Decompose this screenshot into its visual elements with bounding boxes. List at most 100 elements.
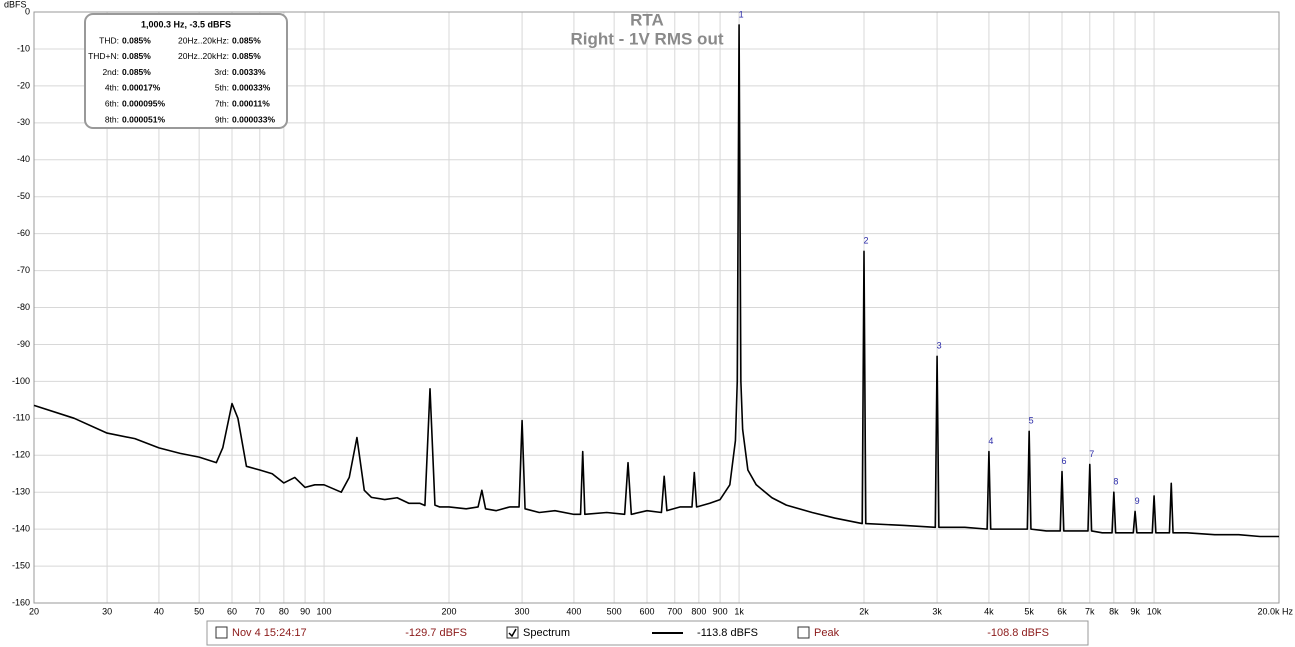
x-tick-label: 600 <box>639 606 654 616</box>
harmonic-label: 8 <box>1113 477 1118 487</box>
info-label: 9th: <box>215 114 229 124</box>
harmonic-label: 3 <box>937 341 942 351</box>
harmonic-label: 9 <box>1135 496 1140 506</box>
harmonic-label: 4 <box>988 436 993 446</box>
y-axis-label: dBFS <box>4 0 27 9</box>
x-tick-label: 70 <box>255 606 265 616</box>
y-tick-label: -10 <box>17 43 30 53</box>
info-label: 20Hz..20kHz: <box>178 35 229 45</box>
x-tick-label: 10k <box>1147 606 1162 616</box>
legend-reading: -113.8 dBFS <box>697 627 758 639</box>
info-box: 1,000.3 Hz, -3.5 dBFS THD: 0.085% 20Hz..20… <box>84 13 288 129</box>
x-tick-label: 1k <box>734 606 744 616</box>
info-value: 0.00011% <box>232 98 270 108</box>
y-tick-label: -70 <box>17 265 30 275</box>
x-tick-label: 800 <box>691 606 706 616</box>
x-tick-label: 30 <box>102 606 112 616</box>
x-tick-label: 20 <box>29 606 39 616</box>
legend-checkbox[interactable] <box>506 626 519 639</box>
spectrum-line <box>33 24 1279 538</box>
x-tick-label: 3k <box>932 606 942 616</box>
info-label: 6th: <box>105 98 119 108</box>
y-tick-label: -50 <box>17 191 30 201</box>
y-tick-label: -60 <box>17 228 30 238</box>
harmonic-label: 6 <box>1061 456 1066 466</box>
info-value: 0.085% <box>232 51 261 61</box>
y-tick-label: -160 <box>12 597 30 607</box>
checkbox-check <box>508 628 517 638</box>
x-tick-label: 8k <box>1109 606 1119 616</box>
y-tick-label: -30 <box>17 117 30 127</box>
y-tick-label: -20 <box>17 80 30 90</box>
info-value: 0.000095% <box>122 98 165 108</box>
info-value: 0.085% <box>232 35 261 45</box>
info-label: 3rd: <box>214 67 229 77</box>
x-tick-label: 90 <box>300 606 310 616</box>
x-tick-label: 300 <box>515 606 530 616</box>
harmonic-label: 7 <box>1089 449 1094 459</box>
x-tick-label: 7k <box>1085 606 1095 616</box>
legend-label[interactable]: Nov 4 15:24:17 <box>232 627 307 639</box>
info-frame <box>84 13 288 129</box>
legend-frame <box>206 620 1089 646</box>
y-tick-label: -150 <box>12 560 30 570</box>
x-tick-label: 5k <box>1024 606 1034 616</box>
info-header: 1,000.3 Hz, -3.5 dBFS <box>141 19 231 29</box>
info-value: 0.085% <box>122 67 151 77</box>
plot-frame <box>33 11 1280 604</box>
x-tick-label: 700 <box>667 606 682 616</box>
info-value: 0.085% <box>122 35 151 45</box>
legend-reading: -129.7 dBFS <box>405 627 467 639</box>
x-tick-label: 900 <box>713 606 728 616</box>
harmonic-label: 1 <box>739 9 744 19</box>
info-label: 2nd: <box>102 67 119 77</box>
info-label: 5th: <box>215 83 229 93</box>
info-label: THD+N: <box>88 51 119 61</box>
legend-label[interactable]: Spectrum <box>523 627 570 639</box>
chart-title: RTA <box>630 10 664 29</box>
chart-subtitle: Right - 1V RMS out <box>571 29 724 48</box>
info-label: THD: <box>99 35 119 45</box>
x-tick-label: 400 <box>566 606 581 616</box>
info-label: 20Hz..20kHz: <box>178 51 229 61</box>
x-tick-label: 60 <box>227 606 237 616</box>
info-label: 7th: <box>215 98 229 108</box>
x-tick-label: 6k <box>1057 606 1067 616</box>
harmonic-label: 2 <box>863 236 868 246</box>
harmonic-label: 5 <box>1029 416 1034 426</box>
info-value: 0.000051% <box>122 114 165 124</box>
legend-bar: Nov 4 15:24:17 -129.7 dBFS Spectrum -113.8 … <box>206 620 1089 646</box>
x-tick-label: 2k <box>859 606 869 616</box>
x-tick-label: 200 <box>441 606 456 616</box>
y-tick-label: -120 <box>12 450 30 460</box>
y-tick-label: -140 <box>12 524 30 534</box>
legend-checkbox[interactable] <box>215 626 228 639</box>
legend-label[interactable]: Peak <box>814 627 840 639</box>
y-tick-label: -100 <box>12 376 30 386</box>
info-value: 0.0033% <box>232 67 266 77</box>
y-tick-label: -40 <box>17 154 30 164</box>
x-tick-label: 20.0k Hz <box>1257 606 1293 616</box>
y-tick-label: -110 <box>13 413 30 423</box>
info-label: 4th: <box>105 83 119 93</box>
y-tick-label: -80 <box>17 302 30 312</box>
info-value: 0.085% <box>122 51 151 61</box>
y-tick-label: -90 <box>17 339 30 349</box>
x-tick-label: 500 <box>607 606 622 616</box>
x-tick-label: 50 <box>194 606 204 616</box>
y-tick-label: -130 <box>12 487 30 497</box>
plot: 1 2 3 4 5 6 7 8 9 <box>33 9 1279 538</box>
x-tick-label: 9k <box>1130 606 1140 616</box>
x-tick-label: 80 <box>279 606 289 616</box>
info-value: 0.00017% <box>122 83 161 93</box>
info-label: 8th: <box>105 114 119 124</box>
x-tick-label: 100 <box>317 606 332 616</box>
x-tick-label: 4k <box>984 606 994 616</box>
legend-reading: -108.8 dBFS <box>987 627 1049 639</box>
legend-checkbox[interactable] <box>797 626 810 639</box>
y-tick-label: 0 <box>25 6 30 16</box>
x-tick-label: 40 <box>154 606 164 616</box>
info-value: 0.00033% <box>232 83 271 93</box>
